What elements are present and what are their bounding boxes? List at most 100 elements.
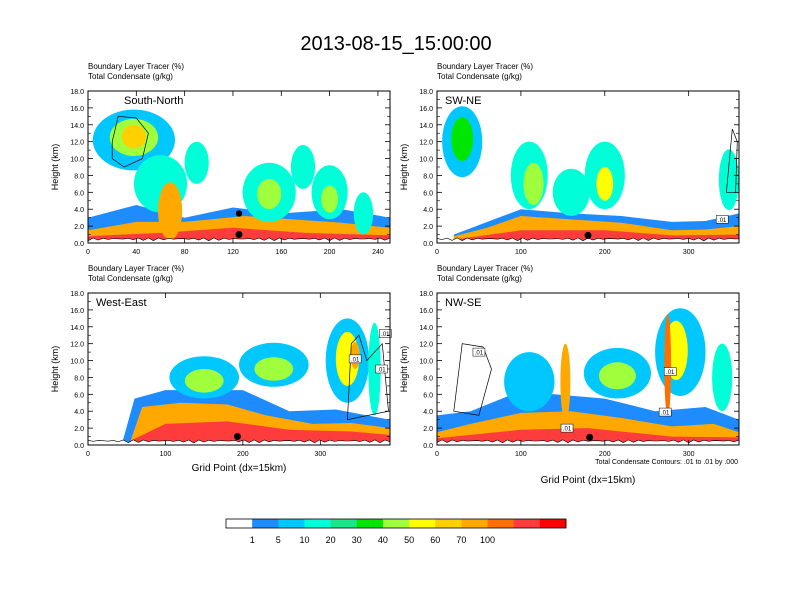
panel-title-tracer: Boundary Layer Tracer (%) [437,62,533,71]
x-tick-label: 120 [227,249,239,256]
x-tick-label: 200 [599,451,611,458]
y-tick-label: 16.0 [419,308,433,315]
x-tick-label: 0 [435,451,439,458]
y-tick-label: 10.0 [70,157,84,164]
panel-title-tracer: Boundary Layer Tracer (%) [88,264,184,273]
tracer-plume [718,149,739,211]
colorbar-swatch [461,519,488,528]
contour-label-box [658,407,672,417]
tracer-plume [552,168,590,216]
y-tick-label: 4.0 [74,207,84,214]
y-tick-label: 6.0 [74,392,84,399]
x-tick-label: 0 [86,451,90,458]
y-tick-label: 16.0 [419,106,433,113]
panel-label: South-North [124,95,183,107]
tracer-plume [184,141,209,184]
contour-label: .01 [563,427,572,433]
y-tick-label: 8.0 [423,375,433,382]
colorbar-swatch [226,519,253,528]
colorbar-label: 30 [352,535,362,545]
x-tick-label: 200 [237,451,249,458]
y-tick-label: 16.0 [70,106,84,113]
tracer-field [437,293,739,445]
y-tick-label: 4.0 [74,409,84,416]
x-tick-label: 100 [160,451,172,458]
contour-label-box [348,354,362,364]
y-tick-label: 12.0 [70,140,84,147]
tracer-plume [664,314,672,416]
y-tick-label: 12.0 [419,140,433,147]
y-tick-label: 18.0 [419,89,433,96]
colorbar-swatch [487,519,514,528]
colorbar-swatch [252,519,279,528]
x-tick-label: 200 [599,249,611,256]
tracer-plume [504,352,555,412]
x-tick-label: 80 [181,249,189,256]
y-tick-label: 14.0 [419,325,433,332]
contour-label: .01 [661,411,670,417]
panel-title-condensate: Total Condensate (g/kg) [88,274,173,283]
colorbar-swatch [304,519,331,528]
contour-label: .01 [475,351,484,357]
y-tick-label: 8.0 [74,173,84,180]
tracer-plume [184,369,224,393]
condensate-contour-note: Total Condensate Contours: .01 to .01 by… [595,459,738,466]
colorbar-swatch [278,519,305,528]
panel-title-condensate: Total Condensate (g/kg) [437,274,522,283]
terrain [88,237,390,243]
colorbar-label: 5 [276,535,281,545]
panel-title-tracer: Boundary Layer Tracer (%) [88,62,184,71]
y-tick-label: 8.0 [423,173,433,180]
tracer-plume [290,145,316,189]
colorbar-label: 20 [326,535,336,545]
tracer-band [130,421,390,445]
panel-south-north: Boundary Layer Tracer (%)Total Condensat… [50,62,391,256]
contour-label: .01 [351,357,360,363]
contour-label-box [715,215,729,224]
x-tick-label: 300 [683,249,695,256]
tracer-plume [121,124,146,149]
colorbar-swatch [382,519,410,528]
panel-label: SW-NE [445,95,481,107]
x-tick-label: 300 [314,451,326,458]
x-tick-label: 0 [86,249,90,256]
y-tick-label: 6.0 [423,392,433,399]
tracer-plume [368,322,381,416]
colorbar-label: 60 [430,535,440,545]
colorbar-label: 10 [299,535,309,545]
y-tick-label: 14.0 [419,123,433,130]
x-tick-label: 0 [435,249,439,256]
colorbar-label: 40 [378,535,388,545]
panel-title-condensate: Total Condensate (g/kg) [88,72,173,81]
y-tick-label: 14.0 [70,123,84,130]
tracer-plume [254,357,294,381]
tracer-field [88,293,390,445]
y-tick-label: 8.0 [74,375,84,382]
colorbar: 1 5 10 20 30 40 50 60 70 100 [225,518,567,545]
tracer-plume [321,185,339,213]
x-tick-label: 300 [683,451,695,458]
tracer-field [88,91,390,243]
tracer-plume [158,182,183,240]
y-tick-label: 2.0 [74,426,84,433]
contour-label: .01 [666,370,675,376]
panel-label: West-East [96,297,147,309]
colorbar-label: 1 [250,535,255,545]
x-tick-label: 200 [324,249,336,256]
tracer-plume [451,117,474,162]
y-axis-label: Height (km) [50,346,60,393]
panels: Boundary Layer Tracer (%)Total Condensat… [50,62,740,486]
panel-west-east: Boundary Layer Tracer (%)Total Condensat… [50,264,392,474]
contour-label-box [663,367,677,376]
y-tick-label: 18.0 [419,291,433,298]
y-tick-label: 6.0 [74,190,84,197]
y-axis-label: Height (km) [399,346,409,393]
location-marker [233,433,241,441]
tracer-plume [596,167,614,201]
y-tick-label: 10.0 [70,359,84,366]
y-tick-label: 16.0 [70,308,84,315]
colorbar-label: 50 [404,535,414,545]
y-tick-label: 4.0 [423,207,433,214]
y-tick-label: 0.0 [74,241,84,248]
